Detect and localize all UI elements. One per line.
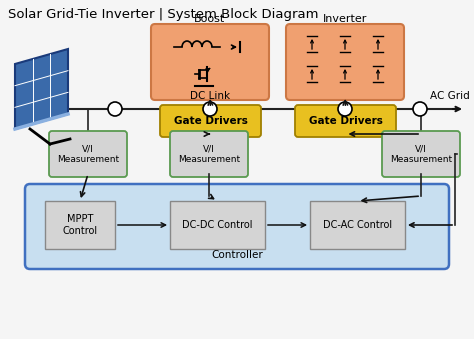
Circle shape [108, 102, 122, 116]
Text: V/I
Measurement: V/I Measurement [390, 144, 452, 164]
Text: Inverter: Inverter [323, 14, 367, 24]
FancyBboxPatch shape [170, 131, 248, 177]
Bar [170, 201, 265, 249]
Text: DC-AC Control: DC-AC Control [323, 220, 392, 230]
Bar [45, 201, 115, 249]
FancyBboxPatch shape [160, 105, 261, 137]
FancyBboxPatch shape [25, 184, 449, 269]
Text: DC Link: DC Link [190, 91, 230, 101]
FancyBboxPatch shape [151, 24, 269, 100]
FancyBboxPatch shape [286, 24, 404, 100]
Bar [310, 201, 405, 249]
Text: Solar Grid-Tie Inverter | System Block Diagram: Solar Grid-Tie Inverter | System Block D… [8, 8, 319, 21]
Circle shape [413, 102, 427, 116]
FancyBboxPatch shape [382, 131, 460, 177]
Text: AC Grid: AC Grid [430, 91, 470, 101]
Circle shape [338, 102, 352, 116]
Circle shape [203, 102, 217, 116]
FancyBboxPatch shape [295, 105, 396, 137]
FancyBboxPatch shape [49, 131, 127, 177]
Text: DC-DC Control: DC-DC Control [182, 220, 253, 230]
Text: Controller: Controller [211, 250, 263, 260]
Polygon shape [15, 49, 68, 129]
Text: V/I
Measurement: V/I Measurement [178, 144, 240, 164]
Text: Gate Drivers: Gate Drivers [309, 116, 383, 126]
Text: MPPT
Control: MPPT Control [63, 214, 98, 236]
Text: Boost: Boost [194, 14, 226, 24]
Text: Gate Drivers: Gate Drivers [173, 116, 247, 126]
Text: V/I
Measurement: V/I Measurement [57, 144, 119, 164]
